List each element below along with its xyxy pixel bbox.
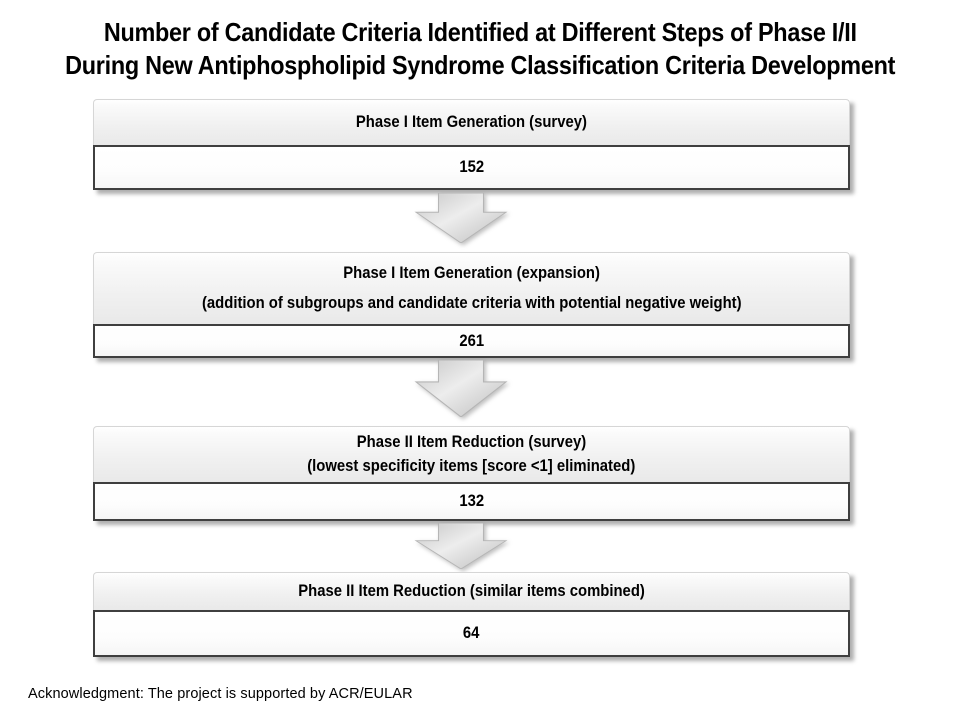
flow-step-phase2-combined: Phase II Item Reduction (similar items c… [93, 572, 850, 657]
step-value: 152 [459, 158, 484, 176]
diagram-title: Number of Candidate Criteria Identified … [0, 16, 960, 82]
step-value-box: 261 [93, 324, 850, 358]
step-subheader-label: (lowest specificity items [score <1] eli… [307, 457, 636, 476]
step-header-label: Phase II Item Reduction (survey) [356, 432, 587, 451]
step-header: Phase II Item Reduction (similar items c… [93, 572, 850, 610]
step-header-label: Phase II Item Reduction (similar items c… [298, 582, 645, 600]
step-subheader-label: (addition of subgroups and candidate cri… [201, 294, 742, 312]
flow-step-phase1-survey: Phase I Item Generation (survey) 152 [93, 99, 850, 190]
step-value: 132 [459, 492, 484, 510]
flow-step-phase2-survey: Phase II Item Reduction (survey) (lowest… [93, 426, 850, 521]
down-arrow-icon [414, 360, 508, 417]
down-arrow-icon [414, 523, 508, 569]
step-header-label: Phase I Item Generation (expansion) [343, 264, 600, 282]
step-value: 261 [459, 331, 484, 350]
diagram-title-line-2: During New Antiphospholipid Syndrome Cla… [64, 50, 895, 80]
step-value-box: 132 [93, 482, 850, 521]
diagram-title-line-1: Number of Candidate Criteria Identified … [103, 17, 857, 47]
acknowledgment-text: Acknowledgment: The project is supported… [28, 686, 413, 702]
step-header: Phase I Item Generation (expansion) (add… [93, 252, 850, 324]
step-header: Phase II Item Reduction (survey) (lowest… [93, 426, 850, 482]
step-header: Phase I Item Generation (survey) [93, 99, 850, 145]
step-value-box: 64 [93, 610, 850, 657]
step-header-label: Phase I Item Generation (survey) [355, 113, 588, 131]
step-value-box: 152 [93, 145, 850, 190]
flow-step-phase1-expansion: Phase I Item Generation (expansion) (add… [93, 252, 850, 358]
step-value: 64 [463, 624, 480, 642]
down-arrow-icon [414, 193, 508, 243]
